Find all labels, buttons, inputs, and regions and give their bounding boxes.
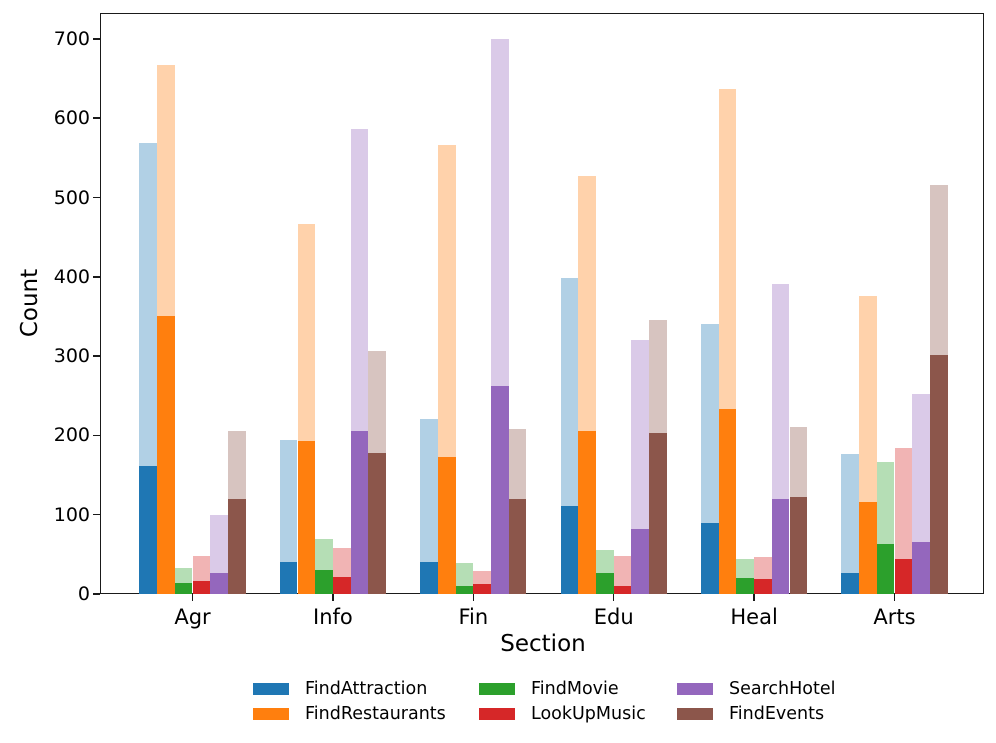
bar-FindAttraction-Arts-solid — [841, 572, 860, 594]
bar-FindMovie-Fin-solid — [455, 586, 474, 594]
bar-LookUpMusic-Heal-solid — [754, 578, 772, 594]
legend-swatch-FindAttraction — [253, 683, 289, 695]
y-tick-label: 600 — [53, 107, 90, 130]
bar-LookUpMusic-Fin-solid — [473, 583, 491, 594]
bar-FindEvents-Edu-solid — [649, 433, 667, 594]
legend-swatch-SearchHotel — [677, 683, 713, 695]
x-tick-mark — [332, 594, 334, 601]
y-tick-label: 0 — [77, 583, 90, 605]
y-tick-mark — [93, 276, 100, 278]
bar-SearchHotel-Arts-solid — [912, 541, 930, 594]
bar-SearchHotel-Edu-solid — [631, 528, 650, 594]
bar-FindRestaurants-Info-solid — [297, 440, 316, 594]
bar-FindRestaurants-Heal-solid — [718, 409, 737, 594]
bar-FindEvents-Fin-solid — [508, 498, 527, 594]
bar-FindMovie-Agr-solid — [174, 582, 193, 594]
bar-FindEvents-Arts-solid — [929, 355, 948, 594]
x-tick-label: Heal — [730, 605, 778, 629]
bar-FindMovie-Arts-solid — [876, 544, 895, 594]
bar-FindAttraction-Edu-solid — [560, 505, 579, 594]
legend-label: FindRestaurants — [305, 704, 446, 724]
bar-LookUpMusic-Agr-solid — [192, 581, 211, 594]
bar-SearchHotel-Info-solid — [350, 430, 369, 594]
x-tick-mark — [472, 594, 475, 601]
legend-item: FindRestaurants — [253, 704, 446, 724]
bar-SearchHotel-Fin-solid — [491, 386, 509, 594]
x-tick-mark — [753, 594, 755, 601]
legend-label: FindMovie — [531, 679, 619, 699]
bar-SearchHotel-Heal-solid — [771, 498, 790, 594]
bar-FindRestaurants-Fin-solid — [437, 456, 456, 594]
y-tick-label: 500 — [53, 186, 90, 209]
legend-item: FindMovie — [479, 679, 646, 699]
legend-swatch-FindMovie — [479, 683, 515, 695]
legend-column: FindAttraction FindRestaurants — [253, 679, 446, 724]
legend-label: SearchHotel — [729, 679, 836, 699]
bar-FindMovie-Heal-solid — [736, 578, 755, 594]
y-tick-label: 400 — [53, 265, 90, 288]
x-axis-label: Section — [500, 631, 586, 657]
bar-FindAttraction-Agr-solid — [139, 465, 158, 594]
legend-item: LookUpMusic — [479, 704, 646, 724]
legend-label: FindAttraction — [305, 679, 428, 699]
x-tick-label: Info — [313, 605, 353, 629]
bar-FindRestaurants-Edu-solid — [578, 430, 596, 594]
x-tick-label: Agr — [174, 605, 211, 629]
legend-label: FindEvents — [729, 704, 825, 724]
bar-LookUpMusic-Edu-solid — [613, 586, 632, 594]
bar-FindAttraction-Heal-solid — [701, 523, 719, 594]
legend-label: LookUpMusic — [531, 704, 646, 724]
legend-swatch-FindEvents — [677, 708, 713, 720]
bar-FindRestaurants-Arts-solid — [859, 502, 877, 594]
legend-item: FindEvents — [677, 704, 835, 724]
y-tick-label: 700 — [53, 27, 90, 50]
legend-item: FindAttraction — [253, 679, 446, 699]
y-tick-mark — [93, 196, 100, 199]
bar-FindAttraction-Fin-light — [420, 418, 438, 594]
bar-LookUpMusic-Arts-light — [894, 448, 913, 594]
bar-FindMovie-Info-solid — [315, 570, 333, 594]
y-tick-mark — [93, 593, 100, 595]
y-tick-label: 200 — [53, 424, 90, 447]
y-tick-mark — [93, 434, 100, 437]
bar-FindMovie-Edu-solid — [596, 573, 614, 594]
bar-FindRestaurants-Agr-solid — [157, 316, 175, 594]
y-tick-label: 300 — [53, 345, 90, 368]
bar-FindEvents-Heal-solid — [789, 497, 808, 594]
bar-FindEvents-Agr-solid — [227, 498, 246, 594]
legend-item: SearchHotel — [677, 679, 835, 699]
x-tick-mark — [612, 594, 615, 601]
y-tick-mark — [93, 38, 100, 40]
bar-FindAttraction-Arts-light — [841, 454, 860, 594]
bar-SearchHotel-Agr-solid — [210, 573, 228, 594]
legend-column: FindMovie LookUpMusic — [479, 679, 646, 724]
x-tick-label: Edu — [593, 605, 634, 629]
bar-FindAttraction-Info-light — [279, 440, 298, 594]
legend-swatch-FindRestaurants — [253, 708, 289, 720]
x-tick-label: Fin — [458, 605, 489, 629]
y-tick-mark — [93, 355, 100, 357]
bar-FindEvents-Info-solid — [368, 452, 386, 594]
y-tick-mark — [93, 117, 100, 119]
bar-FindAttraction-Info-solid — [279, 561, 298, 594]
bar-LookUpMusic-Info-solid — [332, 577, 351, 594]
bar-LookUpMusic-Edu-light — [613, 555, 632, 594]
legend-column: SearchHotel FindEvents — [677, 679, 835, 724]
y-tick-label: 100 — [53, 503, 90, 526]
bar-LookUpMusic-Arts-solid — [894, 559, 913, 594]
legend-swatch-LookUpMusic — [479, 708, 515, 720]
y-axis-label: Count — [17, 268, 43, 338]
plot-area — [100, 13, 984, 594]
bar-FindAttraction-Fin-solid — [420, 562, 438, 594]
x-tick-mark — [893, 594, 896, 601]
x-tick-label: Arts — [873, 605, 916, 629]
y-tick-mark — [93, 513, 100, 516]
x-tick-mark — [191, 594, 194, 601]
